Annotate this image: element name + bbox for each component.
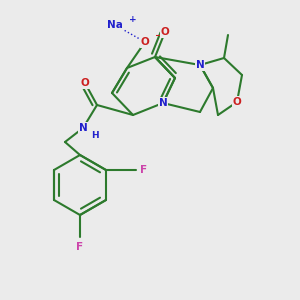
Text: O: O: [81, 78, 89, 88]
Text: N: N: [196, 60, 204, 70]
Text: O: O: [141, 37, 149, 47]
Text: F: F: [140, 165, 148, 175]
Text: F: F: [76, 242, 84, 252]
Text: O: O: [232, 97, 242, 107]
Text: Na: Na: [107, 20, 123, 30]
Text: N: N: [159, 98, 167, 108]
Text: +: +: [129, 14, 137, 23]
Text: −: −: [154, 32, 162, 40]
Text: N: N: [79, 123, 87, 133]
Text: O: O: [160, 27, 169, 37]
Text: H: H: [91, 130, 99, 140]
